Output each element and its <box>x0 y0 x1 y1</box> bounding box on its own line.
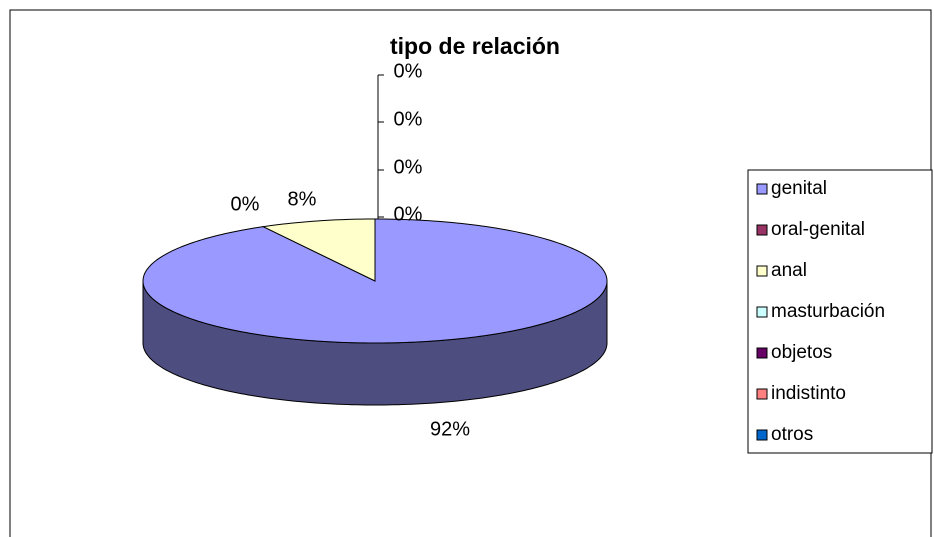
data-label: 0% <box>231 193 260 215</box>
legend-swatch <box>756 265 768 277</box>
leader-line <box>377 74 384 220</box>
legend-label: anal <box>771 260 807 281</box>
legend-swatch <box>756 306 768 318</box>
data-label: 0% <box>394 203 423 225</box>
pie-slice <box>261 218 376 282</box>
legend-swatch <box>756 224 768 236</box>
legend-label: masturbación <box>771 301 885 322</box>
legend-label: genital <box>771 178 827 199</box>
legend-box <box>747 169 933 454</box>
legend-label: objetos <box>771 342 832 363</box>
legend-label: oral-genital <box>771 219 865 240</box>
data-label: 0% <box>394 60 423 82</box>
data-label: 92% <box>430 418 470 440</box>
legend-swatch <box>756 429 768 441</box>
data-label: 0% <box>394 108 423 130</box>
data-label: 0% <box>394 156 423 178</box>
legend-label: otros <box>771 424 813 445</box>
legend-swatch <box>756 388 768 400</box>
legend-swatch <box>756 347 768 359</box>
legend-swatch <box>756 183 768 195</box>
chart-title: tipo de relación <box>390 33 560 59</box>
legend-label: indistinto <box>771 383 846 404</box>
data-label: 8% <box>288 188 317 210</box>
